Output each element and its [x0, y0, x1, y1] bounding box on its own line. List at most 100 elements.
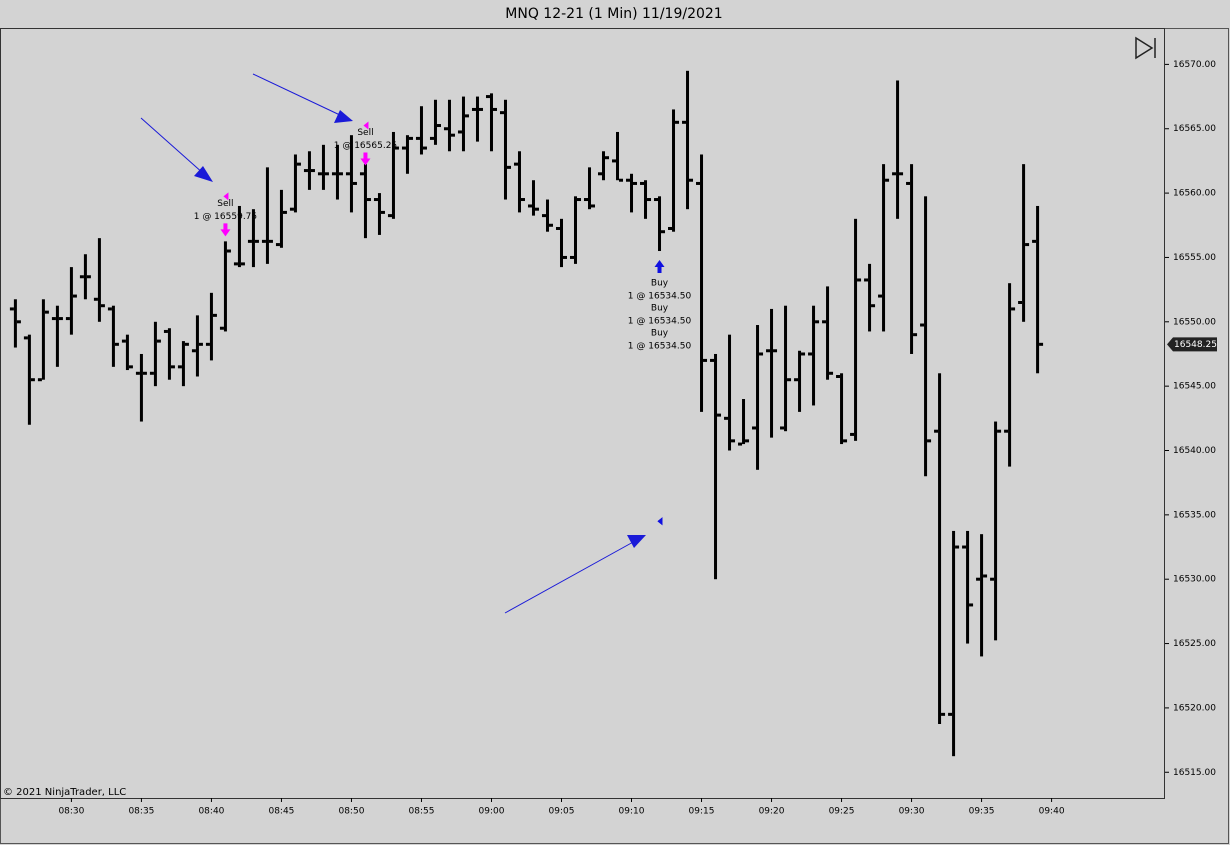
bar-close: [72, 294, 77, 298]
y-tick-label: 16520.00: [1173, 703, 1216, 713]
bar-open: [51, 317, 56, 321]
play-button[interactable]: [1135, 36, 1156, 60]
bar-close: [212, 313, 217, 317]
x-tick-label: 09:10: [619, 807, 645, 817]
play-icon[interactable]: [1135, 36, 1154, 60]
bar-close: [128, 365, 133, 369]
bar-close: [927, 439, 932, 443]
bar-open: [303, 169, 308, 173]
bar-range: [223, 241, 227, 332]
bar-range: [181, 341, 185, 387]
arrow-line: [252, 73, 343, 117]
bar-open: [668, 226, 673, 230]
bar-range: [686, 70, 690, 210]
bar-open: [569, 255, 574, 259]
bar-open: [177, 365, 182, 369]
bar-range: [489, 93, 493, 152]
bar-close: [576, 198, 581, 202]
execution-detail: 1 @ 16534.50: [628, 292, 692, 302]
x-tick-label: 09:30: [899, 807, 925, 817]
bar-range: [307, 151, 311, 190]
bar-close: [1025, 243, 1030, 247]
bar-open: [696, 181, 701, 185]
arrow-line: [504, 540, 636, 614]
bar-close: [773, 349, 778, 353]
bar-range: [83, 254, 87, 300]
bar-close: [899, 172, 904, 176]
bar-open: [345, 172, 350, 176]
execution-detail: 1 @ 16565.25: [334, 141, 397, 151]
bar-close: [142, 371, 147, 375]
execution-detail: 1 @ 16534.50: [628, 342, 692, 352]
bar-open: [920, 323, 925, 327]
bar-range: [1022, 164, 1026, 322]
execution-label: Sell: [357, 128, 373, 138]
bar-open: [808, 352, 813, 356]
bar-open: [247, 239, 252, 243]
bar-close: [268, 239, 273, 243]
bar-range: [111, 305, 115, 367]
bar-open: [850, 432, 855, 436]
frame: [0, 28, 1229, 844]
bar-open: [541, 214, 546, 218]
y-tick-label: 16525.00: [1173, 639, 1216, 649]
bar-close: [871, 304, 876, 308]
y-tick-label: 16530.00: [1173, 575, 1216, 585]
bar-open: [9, 307, 14, 311]
bar-open: [275, 243, 280, 247]
bar-open: [429, 136, 434, 140]
bar-open: [752, 426, 757, 430]
x-tick-label: 08:45: [268, 807, 294, 817]
bar-close: [296, 162, 301, 166]
bar-close: [338, 172, 343, 176]
bar-open: [906, 181, 911, 185]
drawn-arrows: [140, 73, 646, 614]
bar-range: [714, 353, 718, 580]
arrow-head: [194, 166, 213, 182]
bar-range: [798, 350, 802, 412]
bar-close: [815, 320, 820, 324]
bar-close: [366, 198, 371, 202]
sell-arrow: [220, 223, 231, 237]
bar-range: [882, 164, 886, 332]
bar-range: [293, 154, 297, 213]
bar-range: [531, 180, 535, 216]
bar-range: [545, 199, 549, 232]
bar-range: [812, 305, 816, 406]
execution-label: Sell: [217, 199, 233, 209]
bar-open: [219, 326, 224, 330]
bar-range: [630, 173, 634, 213]
bar-range: [672, 109, 676, 232]
bar-range: [826, 286, 830, 380]
bar-close: [44, 310, 49, 314]
x-tick-label: 08:35: [128, 807, 154, 817]
bar-close: [324, 172, 329, 176]
bar-close: [548, 223, 553, 227]
bar-close: [100, 304, 105, 308]
x-tick-label: 08:30: [58, 807, 84, 817]
bar-close: [969, 603, 974, 607]
sell-arrow: [360, 152, 371, 166]
bar-range: [13, 299, 17, 348]
bar-close: [605, 156, 610, 160]
y-tick-label: 16535.00: [1173, 510, 1216, 520]
bar-range: [1036, 205, 1040, 374]
bar-close: [1011, 307, 1016, 311]
y-tick-label: 16540.00: [1173, 446, 1216, 456]
bar-open: [1032, 239, 1037, 243]
bar-open: [23, 336, 28, 340]
bar-open: [612, 159, 617, 163]
bar-close: [282, 210, 287, 214]
bar-open: [1004, 429, 1009, 433]
bar-range: [391, 131, 395, 219]
bar-range: [433, 99, 437, 145]
bar-range: [644, 180, 648, 219]
bar-range: [97, 238, 101, 322]
plot-area: [0, 28, 1165, 799]
execution-label: Buy: [651, 329, 669, 339]
bar-range: [658, 196, 662, 252]
bar-open: [822, 320, 827, 324]
x-tick-label: 09:20: [759, 807, 785, 817]
bar-close: [689, 178, 694, 182]
bar-open: [415, 136, 420, 140]
